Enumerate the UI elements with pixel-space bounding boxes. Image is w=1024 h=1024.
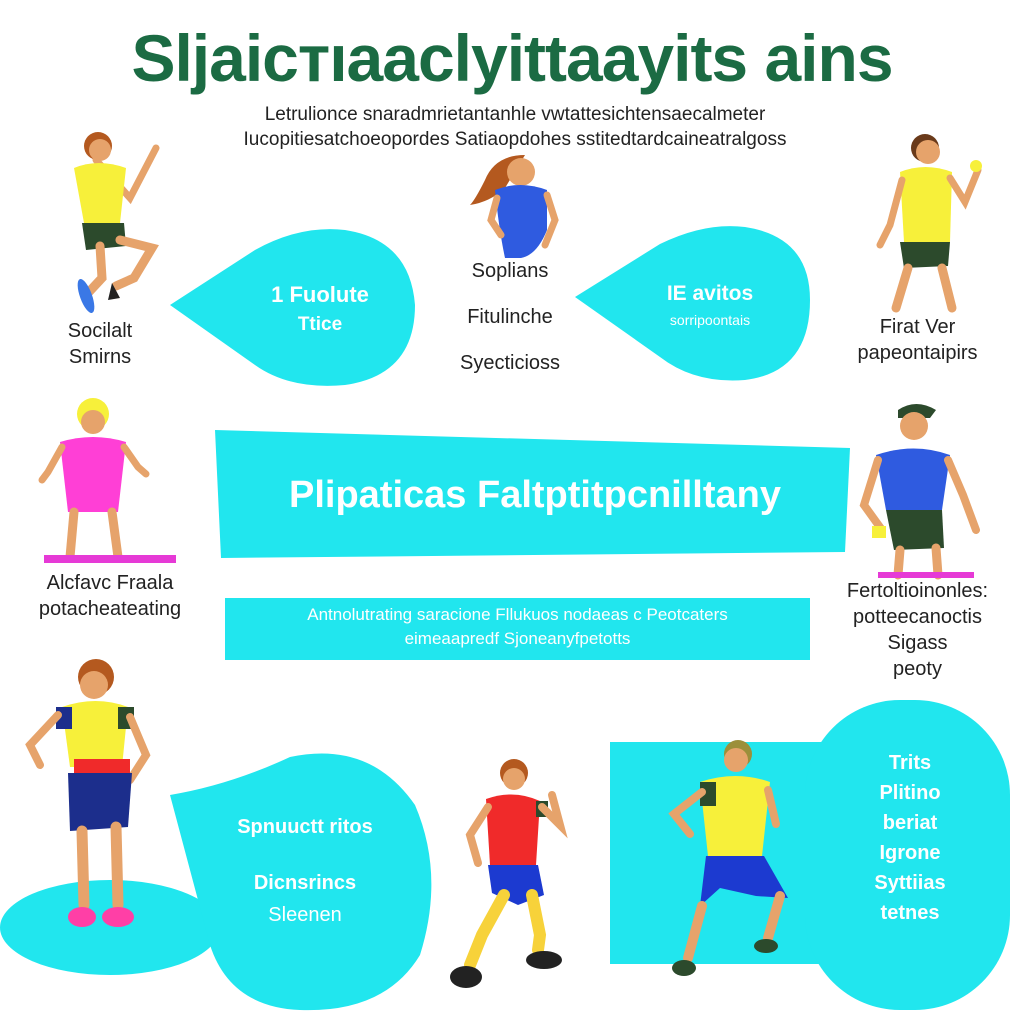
label-line: potteecanoctis	[853, 606, 982, 628]
figure-man-bottom-right	[668, 740, 788, 976]
label-line: Smirns	[68, 346, 132, 368]
figure-jumping-woman	[74, 132, 160, 314]
center-heading: Plipaticas Faltptitpcnilltany	[289, 474, 781, 516]
label-line: Firat Ver	[879, 316, 956, 338]
label-top-left: Socilalt Smirns	[40, 318, 160, 370]
caption-line: Antnolutrating saracione Fllukuos nodaea…	[307, 605, 728, 624]
bubble-top-left-text: 1 Fuolute Ttice	[230, 280, 410, 340]
speech-bubble-bottom-left	[170, 753, 432, 1011]
page-title: Sljaicтıaaclyittaayits ains	[131, 21, 893, 95]
speech-bubble-top-right	[575, 226, 810, 381]
bubble-top-right-line1: IE avitos	[666, 282, 754, 305]
bubble-top-left-line1: 1 Fuolute	[271, 282, 369, 307]
label-mid-left: Alcfavc Fraala potacheateating	[20, 570, 200, 622]
label-mid-right: Fertoltioinonles: potteecanoctis Sigass …	[830, 578, 1005, 682]
label-line: peoty	[893, 658, 942, 680]
subtitle-line: Iucopitiesatchoeopordes Satiaopdohes sst…	[243, 129, 787, 150]
bubble-bottom-left-line2: Dicnsrincs	[253, 872, 357, 894]
bubble-top-right-text: IE avitos sorripoontais	[620, 280, 800, 332]
bubble-bottom-left-line3: Sleenen	[268, 904, 342, 926]
bottom-right-bubble	[805, 700, 1010, 1010]
figure-woman-bottom-left	[25, 659, 151, 927]
label-line: Soplians	[471, 260, 549, 282]
label-line: Socilalt	[67, 320, 133, 342]
figure-man-blue	[859, 404, 980, 580]
bubble-bottom-right-line: beriat	[882, 812, 938, 834]
label-line: Fertoltioinonles:	[846, 580, 989, 602]
subtitle-line: Letrulionce snaradmrietantanhle vwtattes…	[264, 104, 766, 125]
figure-woman-pink	[38, 398, 176, 563]
label-line: papeontaipirs	[857, 342, 978, 364]
speech-bubble-top-left	[170, 229, 415, 386]
figure-man-yellow	[876, 134, 982, 313]
caption-line: eimeaapredf Sjoneanyfpetotts	[404, 629, 631, 648]
label-line: Sigass	[887, 632, 948, 654]
bubble-bottom-left-text: Spnuuctt ritos Dicnsrincs Sleenen	[205, 810, 405, 930]
center-banner	[215, 430, 850, 558]
figure-woman-blue	[470, 155, 559, 258]
subtitle: Letrulionce snaradmrietantanhle vwtattes…	[150, 102, 880, 152]
label-top-right: Firat Ver papeontaipirs	[835, 314, 1000, 366]
label-top-middle: Soplians Fitulinche Syecticioss	[440, 258, 580, 376]
bubble-top-right-line2: sorripoontais	[669, 312, 751, 328]
label-line: Syecticioss	[459, 352, 561, 374]
bubble-top-left-line2: Ttice	[297, 314, 343, 335]
bubble-bottom-right-line: Trits	[888, 752, 932, 774]
label-line: potacheateating	[38, 598, 182, 620]
bubble-bottom-right-line: Syttiias	[874, 872, 946, 894]
bubble-bottom-right-line: Igrone	[879, 842, 941, 864]
label-line: Fitulinche	[467, 306, 553, 328]
floor-ellipse-left	[0, 880, 220, 975]
bubble-bottom-left-line1: Spnuuctt ritos	[237, 816, 373, 838]
bubble-bottom-right-line: tetnes	[880, 902, 940, 924]
bubble-bottom-right-line: Plitino	[879, 782, 941, 804]
caption-strip	[225, 598, 810, 660]
figure-runner-red	[450, 759, 568, 988]
label-line: Alcfavc Fraala	[46, 572, 174, 594]
bubble-bottom-right-text: Trits Plitino beriat Igrone Syttiias tet…	[820, 748, 1000, 928]
caption-text: Antnolutrating saracione Fllukuos nodaea…	[225, 603, 810, 651]
